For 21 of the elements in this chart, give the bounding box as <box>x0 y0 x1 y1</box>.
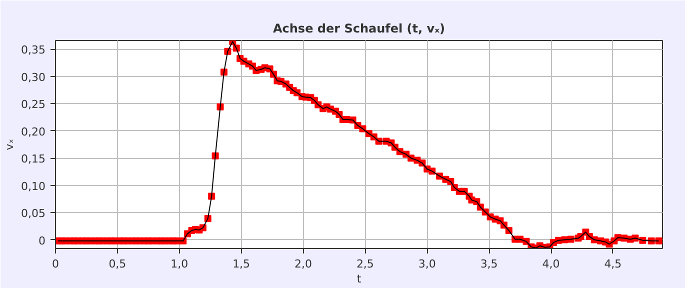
x-tick-label: 1,0 <box>170 258 188 270</box>
x-tick-label: 1,5 <box>232 258 250 270</box>
y-axis-title: vₓ <box>3 138 16 150</box>
y-tick-label: 0,05 <box>21 207 46 220</box>
y-tick-label: 0,15 <box>21 152 46 166</box>
x-tick-label: 0,5 <box>108 258 126 270</box>
y-tick-label: 0,35 <box>21 44 46 57</box>
x-tick-label: 4,5 <box>604 258 622 270</box>
y-tick-label: 0,10 <box>21 180 46 193</box>
x-tick-label: 2,5 <box>356 258 374 270</box>
x-tick-label: 3,0 <box>418 258 436 270</box>
x-tick-label: 0 <box>52 258 59 270</box>
x-axis-title: t <box>356 272 362 286</box>
x-tick-label: 4,0 <box>542 258 560 270</box>
y-tick-label: 0 <box>38 234 46 248</box>
x-tick-label: 2,0 <box>294 258 312 270</box>
y-tick-label: 0,30 <box>21 70 46 84</box>
y-tick-label: 0,20 <box>21 125 46 138</box>
y-tick-label: 0,25 <box>21 98 46 112</box>
x-tick-label: 3,5 <box>480 258 498 270</box>
chart-title: Achse der Schaufel (t, vₓ) <box>272 22 446 36</box>
